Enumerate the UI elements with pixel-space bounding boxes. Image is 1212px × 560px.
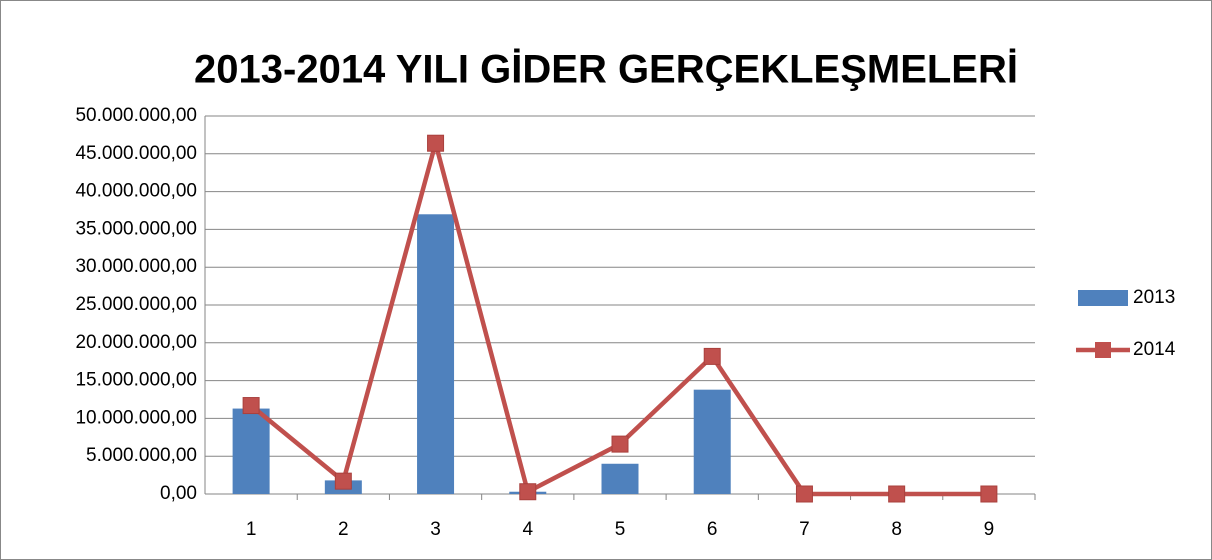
y-tick-label: 20.000.000,00: [75, 332, 197, 353]
legend-marker: [1095, 342, 1111, 358]
chart-title: 2013-2014 YILI GİDER GERÇEKLEŞMELERİ: [194, 48, 1018, 92]
x-tick-label: 5: [615, 519, 626, 540]
bar: [693, 389, 731, 494]
y-tick-label: 0,00: [160, 483, 197, 504]
legend-label: 2013: [1133, 287, 1175, 308]
bar: [601, 463, 639, 494]
bar: [232, 408, 270, 494]
legend-swatch: [1078, 290, 1128, 306]
y-tick-label: 40.000.000,00: [75, 181, 197, 202]
x-tick-label: 8: [891, 519, 902, 540]
line-marker: [334, 472, 352, 490]
x-tick-label: 4: [522, 519, 533, 540]
line-marker: [519, 483, 537, 501]
x-tick-label: 7: [799, 519, 810, 540]
y-tick-label: 10.000.000,00: [75, 407, 197, 428]
y-tick-label: 45.000.000,00: [75, 143, 197, 164]
y-tick-label: 15.000.000,00: [75, 370, 197, 391]
line-marker: [703, 347, 721, 365]
line-marker: [611, 435, 629, 453]
legend-label: 2014: [1133, 339, 1176, 360]
y-tick-label: 35.000.000,00: [75, 218, 197, 239]
line-marker: [980, 485, 998, 503]
bar: [417, 214, 455, 494]
line-marker: [242, 397, 260, 415]
x-tick-label: 2: [338, 519, 349, 540]
y-tick-label: 5.000.000,00: [86, 445, 197, 466]
line-marker: [888, 485, 906, 503]
line-marker: [795, 485, 813, 503]
x-tick-label: 9: [984, 519, 995, 540]
x-tick-label: 1: [246, 519, 257, 540]
x-tick-label: 3: [430, 519, 441, 540]
x-tick-label: 6: [707, 519, 718, 540]
line-marker: [427, 134, 445, 152]
y-tick-label: 25.000.000,00: [75, 294, 197, 315]
y-tick-label: 50.000.000,00: [75, 105, 197, 126]
y-tick-label: 30.000.000,00: [75, 256, 197, 277]
